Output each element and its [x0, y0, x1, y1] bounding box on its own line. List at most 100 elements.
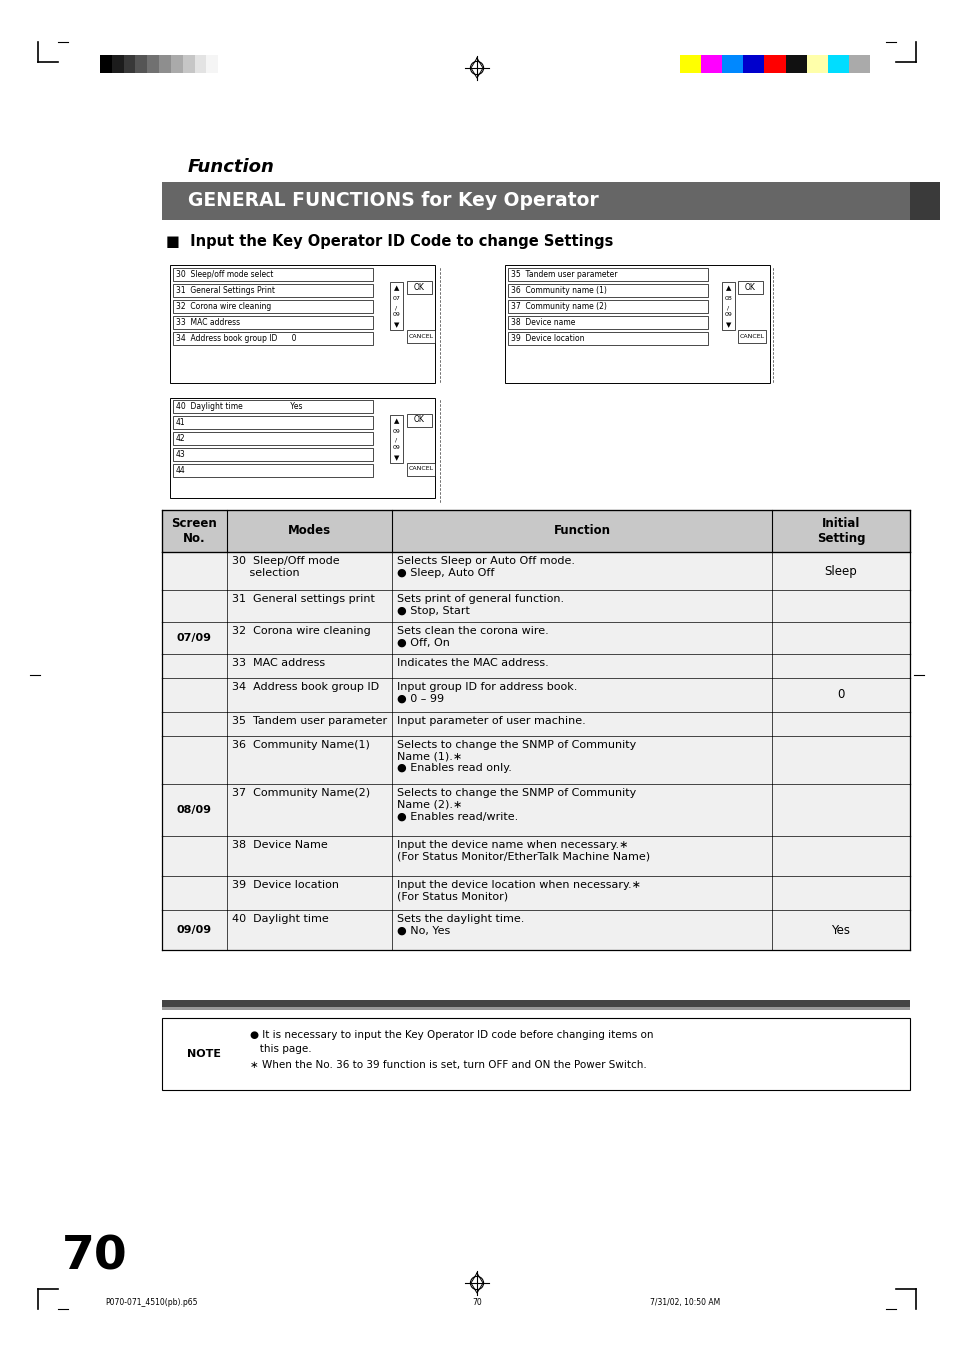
- Text: OK: OK: [743, 282, 755, 292]
- Bar: [172, 449, 373, 461]
- Bar: [172, 300, 373, 313]
- Text: Input group ID for address book.
● 0 – 99: Input group ID for address book. ● 0 – 9…: [396, 682, 577, 704]
- Text: 08: 08: [724, 296, 732, 301]
- Text: 09: 09: [392, 444, 400, 450]
- Text: 35  Tandem user parameter: 35 Tandem user parameter: [232, 716, 387, 725]
- Text: ▼: ▼: [725, 322, 730, 328]
- Bar: [806, 55, 827, 73]
- Bar: [162, 654, 909, 678]
- Bar: [206, 55, 218, 73]
- Text: ▲: ▲: [394, 285, 398, 290]
- Text: 33  MAC address: 33 MAC address: [232, 658, 325, 667]
- Text: CANCEL: CANCEL: [739, 334, 763, 339]
- Bar: [679, 55, 700, 73]
- Text: 36  Community name (1): 36 Community name (1): [511, 286, 606, 295]
- Bar: [159, 55, 171, 73]
- Text: CANCEL: CANCEL: [408, 334, 433, 339]
- Text: OK: OK: [414, 416, 424, 424]
- Bar: [162, 911, 909, 950]
- Bar: [407, 281, 432, 295]
- Text: 07/09: 07/09: [177, 634, 212, 643]
- Bar: [407, 463, 435, 476]
- Bar: [183, 55, 194, 73]
- Text: 42: 42: [175, 434, 186, 443]
- Text: 09: 09: [392, 430, 400, 434]
- Bar: [162, 784, 909, 836]
- Text: 44: 44: [175, 466, 186, 476]
- Bar: [172, 416, 373, 430]
- Bar: [507, 284, 707, 297]
- Text: 33  MAC address: 33 MAC address: [175, 317, 240, 327]
- Text: Yes: Yes: [831, 924, 850, 936]
- Bar: [507, 332, 707, 345]
- Text: /: /: [395, 305, 397, 309]
- Bar: [162, 736, 909, 784]
- Bar: [162, 1006, 909, 1011]
- Bar: [162, 553, 909, 590]
- Text: 08/09: 08/09: [177, 805, 212, 815]
- Bar: [172, 332, 373, 345]
- Bar: [763, 55, 784, 73]
- Bar: [162, 875, 909, 911]
- Text: Screen
No.: Screen No.: [172, 517, 217, 544]
- Text: ▼: ▼: [394, 455, 398, 461]
- Bar: [721, 55, 742, 73]
- Bar: [135, 55, 147, 73]
- Bar: [162, 1019, 909, 1090]
- Text: 37  Community name (2): 37 Community name (2): [511, 303, 606, 311]
- Bar: [721, 282, 734, 330]
- Bar: [162, 590, 909, 621]
- Text: 34  Address book group ID: 34 Address book group ID: [232, 682, 378, 692]
- Bar: [171, 55, 183, 73]
- Text: 40  Daylight time                    Yes: 40 Daylight time Yes: [175, 403, 302, 411]
- Bar: [162, 712, 909, 736]
- Bar: [172, 284, 373, 297]
- Text: /: /: [727, 305, 729, 309]
- Text: 36  Community Name(1): 36 Community Name(1): [232, 740, 370, 750]
- Bar: [218, 55, 230, 73]
- Text: Input parameter of user machine.: Input parameter of user machine.: [396, 716, 585, 725]
- Bar: [162, 678, 909, 712]
- Text: ▼: ▼: [394, 322, 398, 328]
- Text: Input the device name when necessary.∗
(For Status Monitor/EtherTalk Machine Nam: Input the device name when necessary.∗ (…: [396, 840, 649, 862]
- Text: Sets print of general function.
● Stop, Start: Sets print of general function. ● Stop, …: [396, 594, 563, 616]
- Text: 38  Device Name: 38 Device Name: [232, 840, 328, 850]
- Text: Sleep: Sleep: [823, 565, 857, 577]
- Text: ● It is necessary to input the Key Operator ID code before changing items on: ● It is necessary to input the Key Opera…: [250, 1029, 653, 1040]
- Text: 38  Device name: 38 Device name: [511, 317, 575, 327]
- Text: 31  General settings print: 31 General settings print: [232, 594, 375, 604]
- Text: 70: 70: [472, 1298, 481, 1306]
- Bar: [507, 267, 707, 281]
- Text: 70: 70: [62, 1235, 128, 1279]
- Bar: [172, 432, 373, 444]
- Text: 41: 41: [175, 417, 186, 427]
- Text: 09: 09: [723, 312, 732, 317]
- Bar: [390, 415, 402, 463]
- Bar: [170, 265, 435, 382]
- Text: Initial
Setting: Initial Setting: [816, 517, 864, 544]
- Bar: [700, 55, 721, 73]
- Text: 35  Tandem user parameter: 35 Tandem user parameter: [511, 270, 617, 280]
- Bar: [162, 182, 909, 220]
- Text: ▲: ▲: [725, 285, 730, 290]
- Bar: [507, 300, 707, 313]
- Text: 09/09: 09/09: [176, 925, 212, 935]
- Text: 32  Corona wire cleaning: 32 Corona wire cleaning: [232, 626, 371, 636]
- Bar: [390, 282, 402, 330]
- Bar: [742, 55, 763, 73]
- Bar: [172, 400, 373, 413]
- Text: 0: 0: [837, 689, 843, 701]
- Text: CANCEL: CANCEL: [408, 466, 433, 471]
- Text: 07: 07: [392, 296, 400, 301]
- Bar: [162, 621, 909, 654]
- Text: 43: 43: [175, 450, 186, 459]
- Text: Sets clean the corona wire.
● Off, On: Sets clean the corona wire. ● Off, On: [396, 626, 548, 647]
- FancyBboxPatch shape: [172, 1038, 234, 1070]
- Text: ■  Input the Key Operator ID Code to change Settings: ■ Input the Key Operator ID Code to chan…: [166, 234, 613, 249]
- Text: Selects to change the SNMP of Community
Name (2).∗
● Enables read/write.: Selects to change the SNMP of Community …: [396, 788, 636, 821]
- Bar: [738, 330, 765, 343]
- Text: 39  Device location: 39 Device location: [511, 334, 584, 343]
- Bar: [738, 281, 762, 295]
- Bar: [162, 509, 909, 553]
- Bar: [784, 55, 806, 73]
